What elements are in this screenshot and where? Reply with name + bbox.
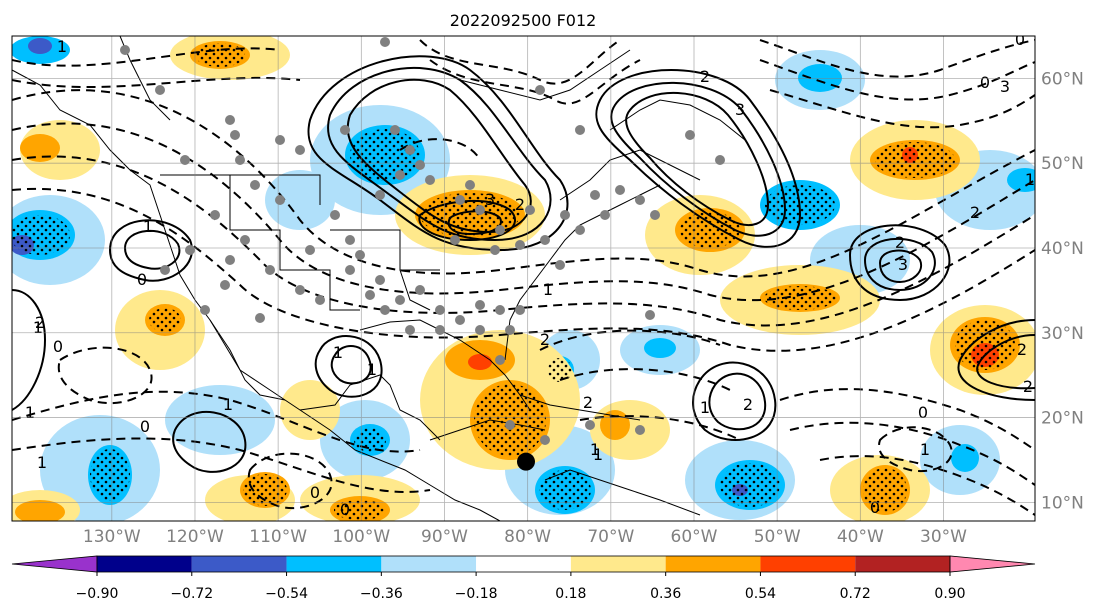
colorbar-label: −0.90: [76, 586, 119, 602]
svg-text:2: 2: [583, 393, 593, 412]
gridlines: [12, 36, 1035, 521]
svg-text:2: 2: [1017, 340, 1027, 359]
colorbar-label: 0.18: [555, 586, 586, 602]
lon-tick-label: 50°W: [754, 527, 801, 547]
svg-text:0: 0: [140, 417, 150, 436]
colorbar-extend-high: [949, 555, 1036, 573]
svg-text:1: 1: [57, 37, 67, 56]
svg-text:1: 1: [33, 318, 43, 337]
lon-tick-label: 130°W: [83, 527, 141, 547]
svg-text:1: 1: [543, 280, 553, 299]
colorbar-bin: [381, 556, 477, 572]
lon-tick-label: 70°W: [587, 527, 634, 547]
svg-text:2: 2: [970, 203, 980, 222]
svg-text:2: 2: [515, 195, 525, 214]
lon-tick-label: 90°W: [421, 527, 468, 547]
lat-tick-label: 10°N: [1041, 493, 1084, 513]
svg-text:1: 1: [223, 395, 233, 414]
lon-tick-label: 100°W: [332, 527, 390, 547]
coastlines: [12, 36, 746, 521]
svg-text:1: 1: [590, 440, 600, 459]
svg-text:0: 0: [918, 403, 928, 422]
lon-tick-label: 30°W: [920, 527, 967, 547]
colorbar-outline: [96, 555, 951, 573]
svg-text:2: 2: [700, 67, 710, 86]
svg-text:0: 0: [1015, 30, 1025, 49]
svg-text:1: 1: [143, 217, 153, 236]
lon-tick-label: 80°W: [504, 527, 551, 547]
svg-text:1: 1: [25, 403, 35, 422]
lat-tick-label: 40°N: [1041, 239, 1084, 259]
svg-text:0: 0: [137, 270, 147, 289]
lon-tick-label: 120°W: [166, 527, 224, 547]
svg-text:0: 0: [870, 498, 880, 517]
colorbar-bin: [665, 556, 761, 572]
lon-tick-label: 110°W: [249, 527, 307, 547]
colorbar-bin: [286, 556, 382, 572]
svg-text:2: 2: [540, 330, 550, 349]
colorbar-bin: [760, 556, 856, 572]
colorbar-bin: [855, 556, 950, 572]
svg-text:1: 1: [367, 360, 377, 379]
svg-text:1: 1: [37, 453, 47, 472]
colorbar-bin: [97, 556, 192, 572]
storm-center-marker: [516, 452, 535, 471]
lat-tick-label: 60°N: [1041, 69, 1084, 89]
svg-text:3: 3: [898, 255, 908, 274]
colorbar-label: −0.18: [455, 586, 498, 602]
svg-text:1: 1: [1025, 170, 1035, 189]
svg-text:3: 3: [1000, 77, 1010, 96]
lon-tick-label: 40°W: [837, 527, 884, 547]
figure-title: 2022092500 F012: [450, 11, 597, 30]
lat-tick-label: 50°N: [1041, 154, 1084, 174]
svg-text:0: 0: [310, 483, 320, 502]
lat-tick-label: 30°N: [1041, 324, 1084, 344]
svg-text:2: 2: [743, 395, 753, 414]
svg-text:1: 1: [333, 343, 343, 362]
svg-text:0: 0: [53, 337, 63, 356]
lat-tick-label: 20°N: [1041, 409, 1084, 429]
contour-labels: 1 1 0 0 1 0 1 0 2 1 3 2 3 2 3 2 2 0 1 0 …: [25, 30, 1035, 519]
svg-text:2: 2: [1023, 377, 1033, 396]
latitude-tick-labels: 10°N 20°N 30°N 40°N 50°N 60°N: [1041, 69, 1084, 513]
svg-text:1: 1: [593, 445, 603, 464]
svg-text:0: 0: [340, 500, 350, 519]
colorbar-label: −0.72: [170, 586, 213, 602]
colorbar-bin: [191, 556, 287, 572]
colorbar-label: 0.90: [934, 586, 965, 602]
svg-text:3: 3: [735, 100, 745, 119]
colorbar-label: −0.54: [265, 586, 308, 602]
colorbar-label: −0.36: [360, 586, 403, 602]
lon-tick-label: 60°W: [671, 527, 718, 547]
colorbar-label: 0.72: [840, 586, 871, 602]
svg-text:3: 3: [485, 190, 495, 209]
svg-text:2: 2: [35, 313, 45, 332]
map-frame: [11, 35, 1036, 522]
longitude-tick-labels: 130°W 120°W 110°W 100°W 90°W 80°W 70°W 60°W 50°W…: [83, 527, 967, 547]
colorbar-extend-low: [11, 555, 98, 573]
colorbar: −0.90 −0.72 −0.54 −0.36 −0.18 0.18 0.36 0.54 0.7…: [11, 555, 1036, 602]
colorbar-bin: [476, 556, 571, 572]
colorbar-label: 0.36: [650, 586, 681, 602]
svg-text:2: 2: [895, 233, 905, 252]
svg-text:1: 1: [920, 440, 930, 459]
colorbar-bin: [570, 556, 666, 572]
svg-text:1: 1: [700, 398, 710, 417]
svg-text:0: 0: [980, 73, 990, 92]
map-area: 1 1 0 0 1 0 1 0 2 1 3 2 3 2 3 2 2 0 1 0 …: [12, 30, 1035, 521]
colorbar-label: 0.54: [745, 586, 776, 602]
